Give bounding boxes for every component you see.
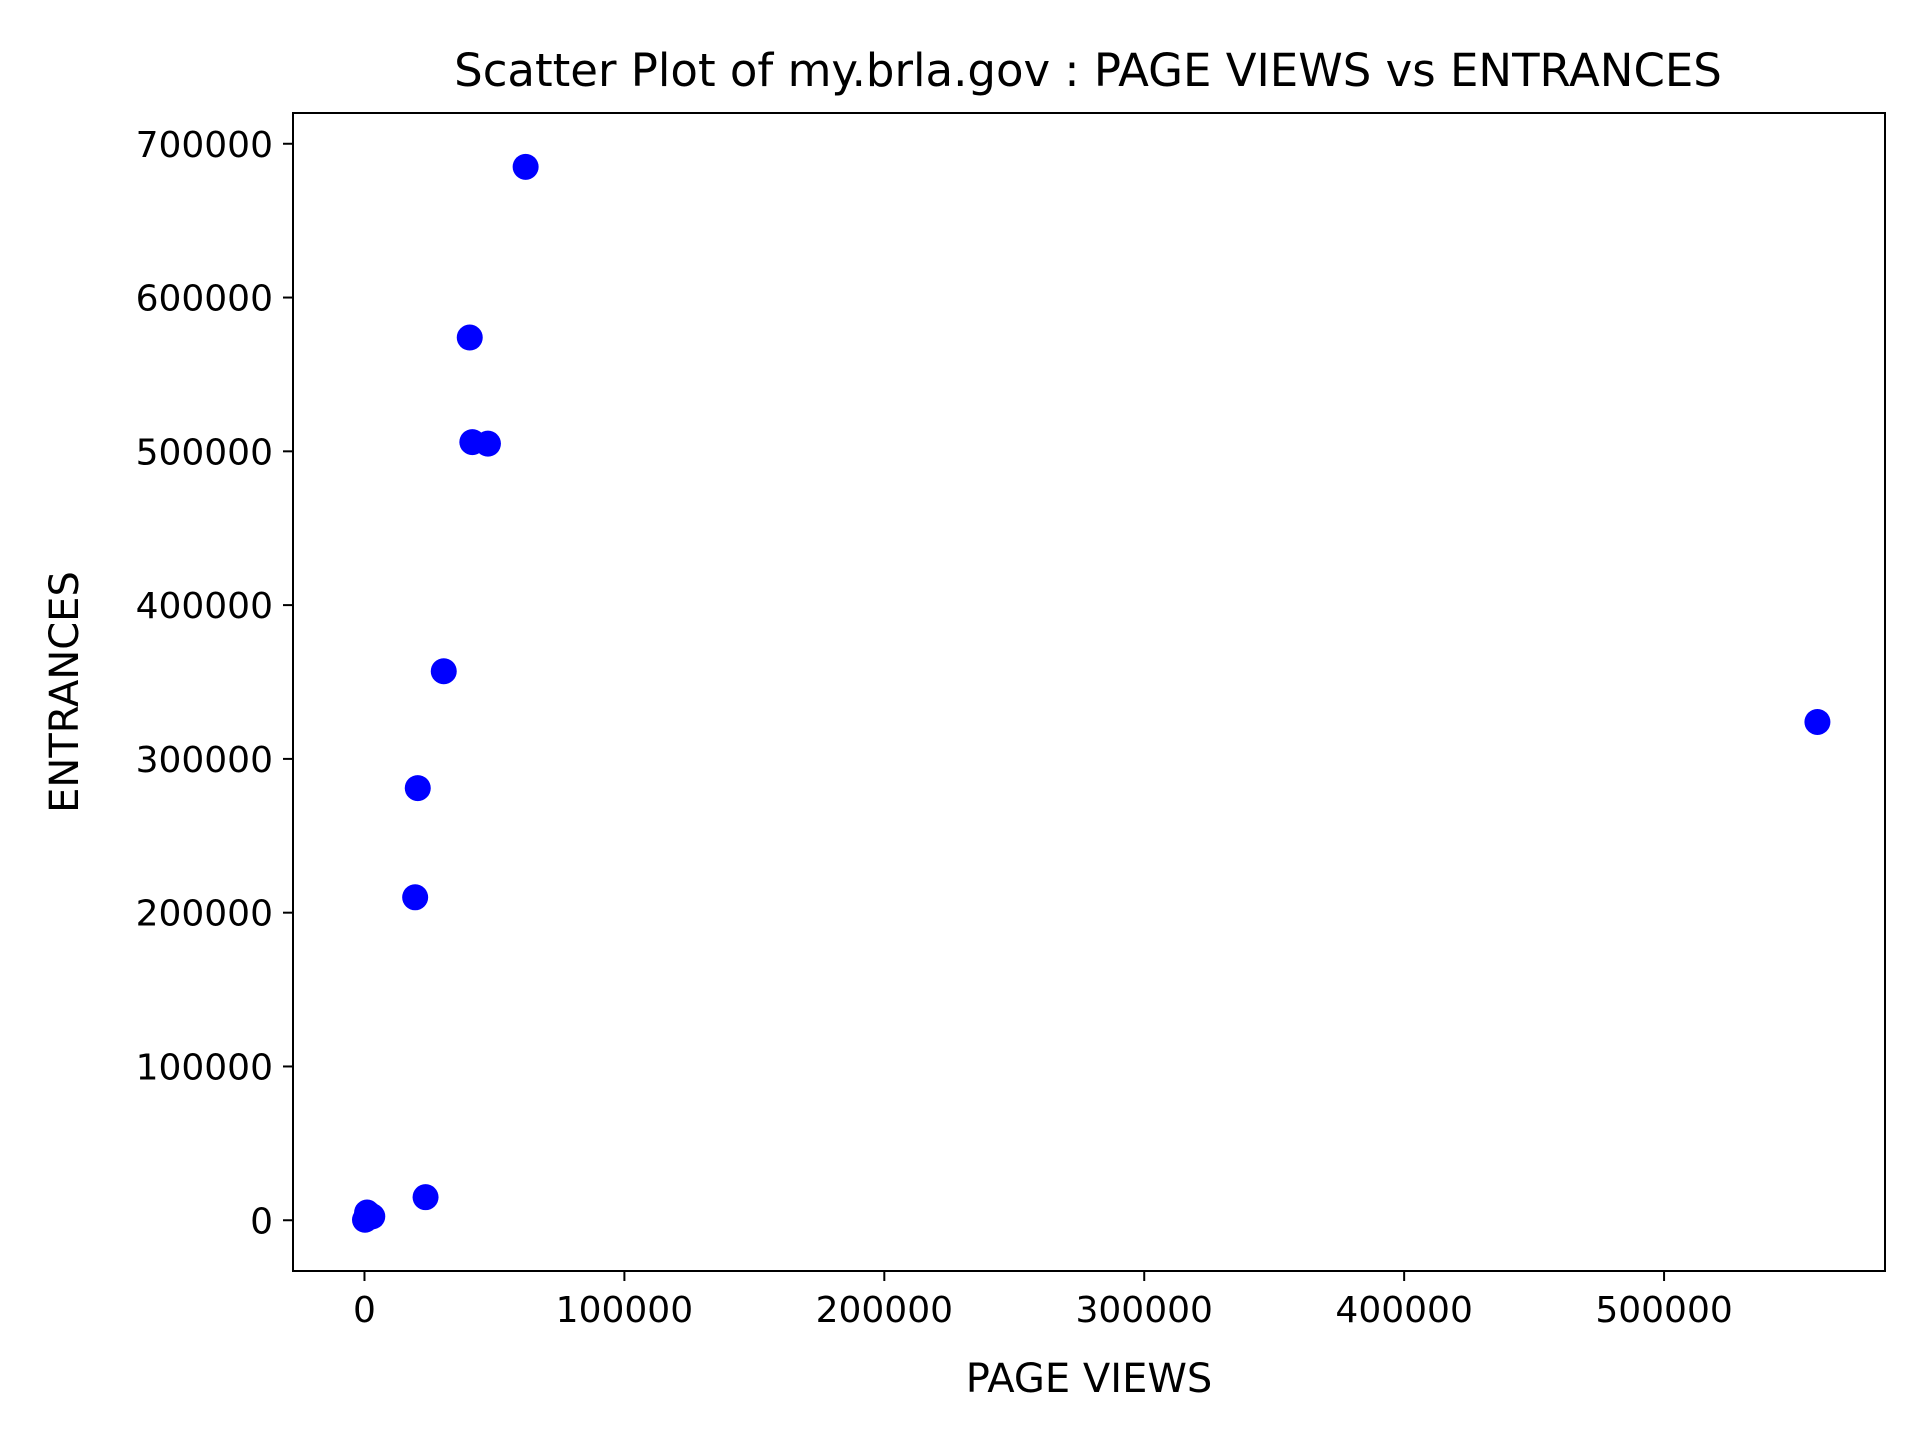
x-axis-ticks: 0 100000 200000 300000 400000 500000: [353, 1271, 1733, 1331]
y-tick-label: 0: [250, 1201, 273, 1242]
data-point: [404, 775, 431, 802]
x-tick-label: 400000: [1335, 1290, 1472, 1331]
y-tick-label: 500000: [136, 432, 273, 473]
x-tick-label: 500000: [1595, 1290, 1732, 1331]
y-tick-label: 100000: [136, 1047, 273, 1088]
data-point: [402, 884, 429, 911]
x-axis-label: PAGE VIEWS: [966, 1356, 1213, 1402]
x-tick-label: 0: [353, 1290, 376, 1331]
x-tick-label: 200000: [816, 1290, 953, 1331]
y-axis-label: ENTRANCES: [42, 571, 88, 813]
y-tick-label: 600000: [136, 279, 273, 320]
data-point: [1804, 708, 1831, 735]
y-tick-label: 400000: [136, 586, 273, 627]
data-point: [430, 658, 457, 685]
data-point: [356, 1201, 383, 1228]
y-tick-label: 700000: [136, 125, 273, 166]
data-point: [512, 153, 539, 180]
chart-title: Scatter Plot of my.brla.gov : PAGE VIEWS…: [454, 44, 1722, 97]
data-point: [412, 1184, 439, 1211]
data-points: [351, 153, 1831, 1233]
data-point: [474, 430, 501, 457]
x-tick-label: 300000: [1076, 1290, 1213, 1331]
y-tick-label: 300000: [136, 740, 273, 781]
x-tick-label: 100000: [556, 1290, 693, 1331]
y-axis-ticks: 0 100000 200000 300000 400000 500000 600000 700…: [136, 125, 293, 1242]
plot-frame: [292, 112, 1886, 1272]
data-point: [456, 324, 483, 351]
y-tick-label: 200000: [136, 894, 273, 935]
